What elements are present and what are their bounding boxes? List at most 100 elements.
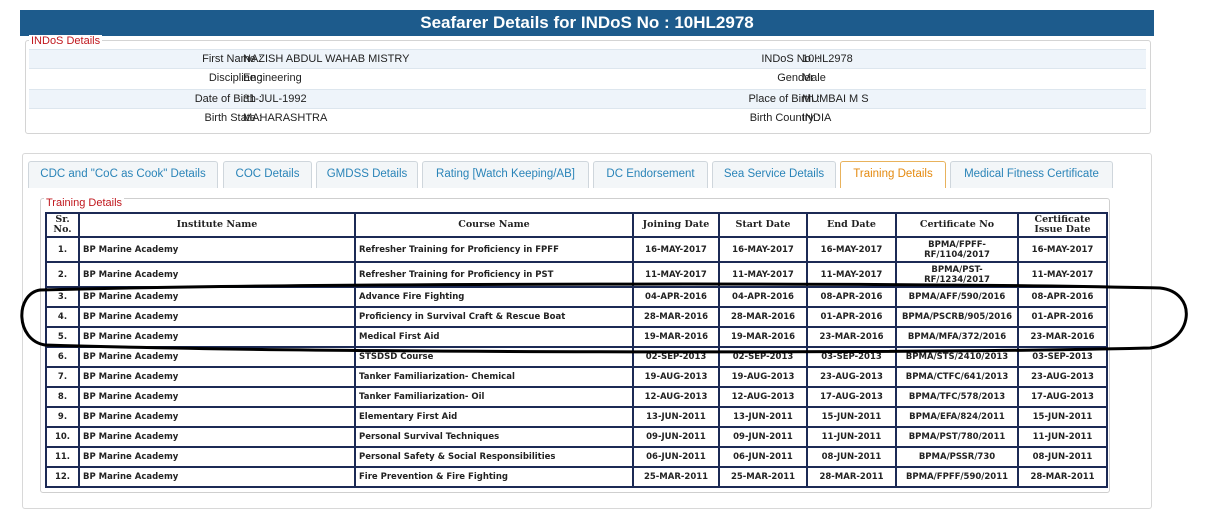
- indos-fieldset: [25, 40, 1151, 134]
- column-header: Sr. No.: [45, 212, 80, 238]
- table-cell: BP Marine Academy: [78, 261, 356, 288]
- table-cell: Tanker Familiarization- Oil: [354, 386, 634, 408]
- tab[interactable]: CDC and "CoC as Cook" Details: [28, 161, 218, 188]
- field-label: Gender :: [777, 72, 820, 84]
- table-row: 12. BP Marine Academy Fire Prevention & Fi…: [45, 466, 1108, 488]
- table-cell: Tanker Familiarization- Chemical: [354, 366, 634, 388]
- table-cell: BP Marine Academy: [78, 306, 356, 328]
- field-label: Birth State :: [204, 112, 262, 124]
- field-value: INDIA: [802, 112, 832, 124]
- table-row: 9. BP Marine Academy Elementary First Aid 1…: [45, 406, 1108, 428]
- table-cell: Proficiency in Survival Craft & Rescue B…: [354, 306, 634, 328]
- tab[interactable]: COC Details: [223, 161, 312, 188]
- table-cell: Personal Survival Techniques: [354, 426, 634, 448]
- table-cell: BPMA/PST/780/2011: [895, 426, 1019, 448]
- table-cell: BPMA/PSSR/730: [895, 446, 1019, 468]
- table-cell: 06-JUN-2011: [718, 446, 808, 468]
- table-cell: BP Marine Academy: [78, 286, 356, 308]
- table-cell: 6.: [45, 346, 80, 368]
- table-cell: BPMA/TFC/578/2013: [895, 386, 1019, 408]
- table-cell: BP Marine Academy: [78, 446, 356, 468]
- table-cell: 02-SEP-2013: [632, 346, 720, 368]
- column-header: Certificate No: [895, 212, 1019, 238]
- tab[interactable]: Sea Service Details: [712, 161, 836, 188]
- table-cell: 23-MAR-2016: [806, 326, 897, 348]
- training-legend: Training Details: [44, 197, 125, 209]
- indos-legend: INDoS Details: [29, 35, 103, 47]
- table-cell: BPMA/AFF/590/2016: [895, 286, 1019, 308]
- field-label: First Name :: [202, 53, 262, 65]
- indos-row: Date of Birth :31-JUL-1992 Place of Birth…: [29, 89, 1146, 109]
- table-cell: 4.: [45, 306, 80, 328]
- field-value: MAHARASHTRA: [243, 112, 328, 124]
- table-cell: 12-AUG-2013: [632, 386, 720, 408]
- table-cell: BPMA/PST-RF/1234/2017: [895, 261, 1019, 288]
- field-value: 10HL2978: [802, 53, 853, 65]
- table-cell: 9.: [45, 406, 80, 428]
- table-cell: BPMA/STS/2410/2013: [895, 346, 1019, 368]
- table-cell: 12.: [45, 466, 80, 488]
- table-cell: 08-JUN-2011: [1017, 446, 1108, 468]
- page-header: Seafarer Details for INDoS No : 10HL2978: [20, 10, 1154, 36]
- table-row: 1. BP Marine Academy Refresher Training fo…: [45, 236, 1108, 263]
- table-cell: 25-MAR-2011: [718, 466, 808, 488]
- table-cell: 19-AUG-2013: [718, 366, 808, 388]
- field-label: INDoS No. :: [761, 53, 820, 65]
- table-cell: 16-MAY-2017: [718, 236, 808, 263]
- indos-row: First Name : NAZISH ABDUL WAHAB MISTRY IND…: [29, 49, 1146, 69]
- field-label: Discipline :: [208, 72, 262, 84]
- tab[interactable]: DC Endorsement: [593, 161, 708, 188]
- table-cell: 28-MAR-2016: [632, 306, 720, 328]
- table-cell: 11-MAY-2017: [1017, 261, 1108, 288]
- table-cell: Elementary First Aid: [354, 406, 634, 428]
- table-cell: BP Marine Academy: [78, 466, 356, 488]
- table-cell: 03-SEP-2013: [1017, 346, 1108, 368]
- table-cell: 8.: [45, 386, 80, 408]
- tab[interactable]: Training Details: [840, 161, 946, 188]
- table-cell: Refresher Training for Proficiency in FP…: [354, 236, 634, 263]
- table-cell: 01-APR-2016: [1017, 306, 1108, 328]
- table-row: 10. BP Marine Academy Personal Survival Te…: [45, 426, 1108, 448]
- table-cell: 23-AUG-2013: [806, 366, 897, 388]
- table-cell: 5.: [45, 326, 80, 348]
- indos-row: Birth State : MAHARASHTRA Birth Country :I…: [29, 109, 1146, 129]
- table-cell: BPMA/CTFC/641/2013: [895, 366, 1019, 388]
- table-cell: 17-AUG-2013: [806, 386, 897, 408]
- table-cell: 13-JUN-2011: [632, 406, 720, 428]
- table-cell: 28-MAR-2011: [806, 466, 897, 488]
- table-cell: 15-JUN-2011: [1017, 406, 1108, 428]
- table-cell: 16-MAY-2017: [806, 236, 897, 263]
- table-cell: 12-AUG-2013: [718, 386, 808, 408]
- table-cell: 15-JUN-2011: [806, 406, 897, 428]
- field-value: MUMBAI M S: [802, 93, 869, 105]
- table-cell: 3.: [45, 286, 80, 308]
- table-cell: 03-SEP-2013: [806, 346, 897, 368]
- table-cell: 08-JUN-2011: [806, 446, 897, 468]
- table-cell: 11-MAY-2017: [806, 261, 897, 288]
- tab[interactable]: GMDSS Details: [316, 161, 418, 188]
- table-cell: 01-APR-2016: [806, 306, 897, 328]
- table-cell: 11-MAY-2017: [718, 261, 808, 288]
- table-cell: BPMA/FPFF-RF/1104/2017: [895, 236, 1019, 263]
- table-cell: 04-APR-2016: [718, 286, 808, 308]
- tab[interactable]: Medical Fitness Certificate: [950, 161, 1113, 188]
- field-label: Date of Birth :: [194, 93, 262, 105]
- table-cell: 09-JUN-2011: [718, 426, 808, 448]
- table-cell: Personal Safety & Social Responsibilitie…: [354, 446, 634, 468]
- table-cell: BPMA/MFA/372/2016: [895, 326, 1019, 348]
- table-cell: BP Marine Academy: [78, 406, 356, 428]
- column-header: Start Date: [718, 212, 808, 238]
- column-header: End Date: [806, 212, 897, 238]
- table-row: 4. BP Marine Academy Proficiency in Surviv…: [45, 306, 1108, 328]
- table-cell: 28-MAR-2011: [1017, 466, 1108, 488]
- table-row: 3. BP Marine Academy Advance Fire Fighting…: [45, 286, 1108, 308]
- tab[interactable]: Rating [Watch Keeping/AB]: [422, 161, 589, 188]
- table-cell: 2.: [45, 261, 80, 288]
- table-cell: STSDSD Course: [354, 346, 634, 368]
- table-cell: 11.: [45, 446, 80, 468]
- table-cell: 08-APR-2016: [1017, 286, 1108, 308]
- table-cell: 11-JUN-2011: [1017, 426, 1108, 448]
- table-row: 6. BP Marine Academy STSDSD Course 02-SEP-2…: [45, 346, 1108, 368]
- table-cell: Fire Prevention & Fire Fighting: [354, 466, 634, 488]
- table-cell: Refresher Training for Proficiency in PS…: [354, 261, 634, 288]
